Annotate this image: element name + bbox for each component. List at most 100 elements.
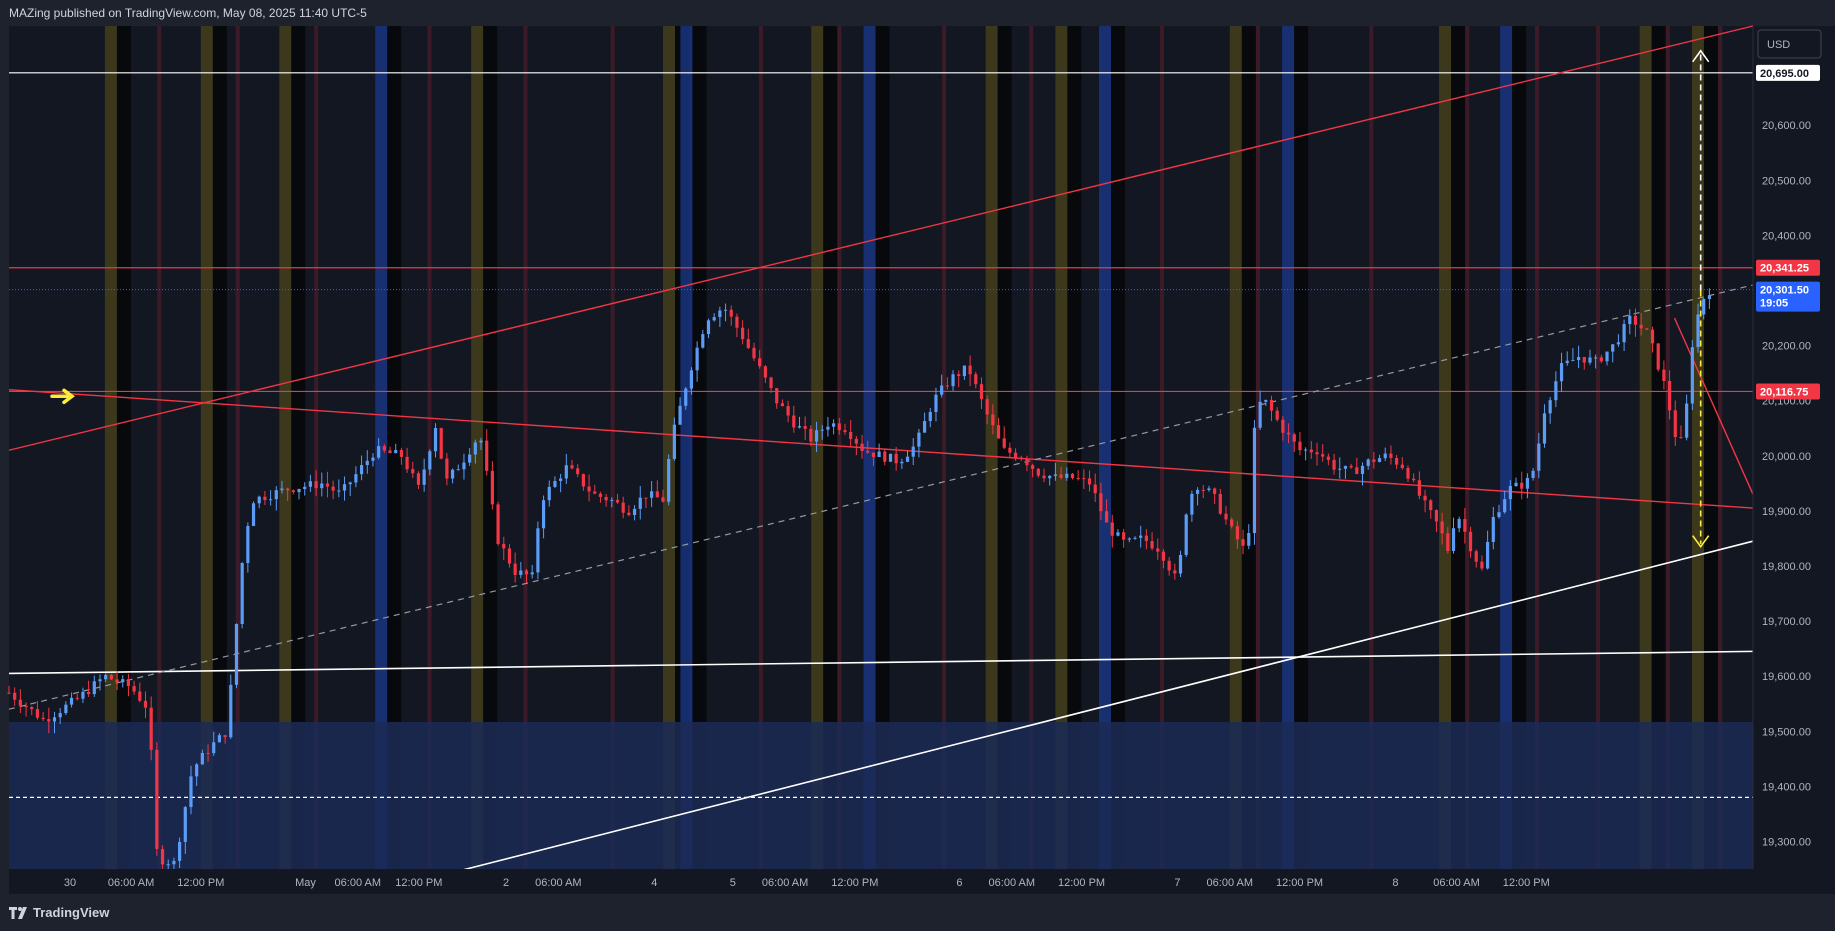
candle-body <box>1622 324 1626 343</box>
candle-body <box>1116 532 1120 536</box>
candle-body <box>325 483 330 487</box>
candle-body <box>1127 538 1131 540</box>
price-tag[interactable] <box>1756 64 1820 81</box>
candle-body <box>1480 561 1484 569</box>
session-band <box>1439 26 1452 869</box>
candle-body <box>206 752 210 754</box>
price-tag-label: 20,695.00 <box>1760 68 1809 80</box>
candle-body <box>1605 351 1609 362</box>
trendline[interactable] <box>444 540 1754 876</box>
candle-body <box>13 692 17 700</box>
candle-body <box>428 451 432 470</box>
candle-body <box>854 438 858 444</box>
arrow-right-icon[interactable] <box>50 388 75 405</box>
candle-body <box>843 430 847 432</box>
candle-body <box>7 692 11 694</box>
candle-body <box>951 374 955 387</box>
time-axis-panel[interactable] <box>9 869 1835 894</box>
candle-body <box>1594 357 1598 359</box>
candle-body <box>763 366 767 378</box>
candle-body <box>1025 459 1029 466</box>
time-tick: 8 <box>1392 877 1398 889</box>
candle-body <box>940 385 944 395</box>
candle-body <box>905 456 910 462</box>
candle-body <box>792 415 796 428</box>
session-band <box>427 26 432 869</box>
candle-body <box>371 457 375 461</box>
candle-body <box>382 446 386 451</box>
session-band <box>1535 26 1539 869</box>
candle-body <box>69 697 74 705</box>
session-band <box>942 26 947 869</box>
annotations <box>50 49 1710 549</box>
session-band <box>471 26 484 869</box>
candle-body <box>359 465 364 475</box>
candle-body <box>1463 519 1467 532</box>
candle-body <box>1685 403 1689 438</box>
session-band <box>200 26 213 869</box>
trendline[interactable] <box>8 388 1754 509</box>
candle-body <box>377 446 381 458</box>
candle-body <box>490 470 494 505</box>
candle-body <box>411 469 415 474</box>
price-tick: 20,600.00 <box>1762 120 1811 132</box>
candle-body <box>1406 467 1410 479</box>
candle-body <box>1087 478 1092 485</box>
candle-body <box>303 486 307 490</box>
candle-body <box>820 429 824 431</box>
trendline[interactable] <box>8 650 1754 675</box>
candle-body <box>729 309 733 317</box>
time-tick: 4 <box>651 877 657 889</box>
candle-body <box>1548 400 1552 414</box>
candle-body <box>132 686 136 692</box>
candle-body <box>667 459 671 502</box>
candle-body <box>1582 356 1586 363</box>
candle-body <box>559 478 563 482</box>
time-tick: May <box>295 877 316 889</box>
candle-body <box>1110 522 1114 536</box>
session-band <box>1703 26 1718 869</box>
candle-body <box>1173 570 1177 574</box>
trendline[interactable] <box>1673 317 1754 495</box>
candle-body <box>297 489 301 493</box>
candle-body <box>92 681 96 695</box>
last-price-tag[interactable] <box>1756 281 1820 312</box>
candle-body <box>758 358 762 367</box>
price-axis: 20,600.00 20,500.00 20,400.00 20,200.00 20,1… <box>1762 120 1811 848</box>
price-tick: 19,400.00 <box>1762 781 1811 793</box>
candle-body <box>1252 427 1257 534</box>
candle-body <box>507 548 512 564</box>
brand-name: TradingView <box>33 905 110 920</box>
trendline[interactable] <box>8 284 1754 710</box>
candle-body <box>1400 464 1404 468</box>
candle-body <box>87 691 91 695</box>
price-tick: 20,200.00 <box>1762 341 1811 353</box>
candle-body <box>468 454 472 463</box>
candle-body <box>138 691 142 701</box>
candle-body <box>1503 499 1507 513</box>
candle-body <box>456 469 460 471</box>
currency-button[interactable]: USD <box>1757 29 1822 59</box>
candle-body <box>1139 535 1143 538</box>
price-tag[interactable] <box>1756 383 1820 400</box>
session-band <box>104 26 117 869</box>
candle-body <box>439 428 443 459</box>
price-tags: 20,695.00 20,341.25 20,116.75 20,301.5019:0… <box>1756 64 1820 400</box>
candle-body <box>701 334 705 348</box>
candle-body <box>1031 465 1035 469</box>
candle-body <box>1395 457 1399 465</box>
time-tick: 12:00 PM <box>831 877 878 889</box>
price-tag[interactable] <box>1756 259 1820 276</box>
candle-body <box>1082 478 1086 480</box>
candle-body <box>570 465 574 469</box>
candle-body <box>911 446 915 457</box>
candle-body <box>1360 465 1365 474</box>
candle-body <box>433 428 438 452</box>
trendline[interactable] <box>8 25 1754 451</box>
price-axis-panel[interactable] <box>1753 26 1835 869</box>
candle-body <box>1673 410 1677 438</box>
candle-body <box>519 570 523 575</box>
candle-body <box>1053 474 1057 476</box>
price-tick: 19,500.00 <box>1762 726 1811 738</box>
